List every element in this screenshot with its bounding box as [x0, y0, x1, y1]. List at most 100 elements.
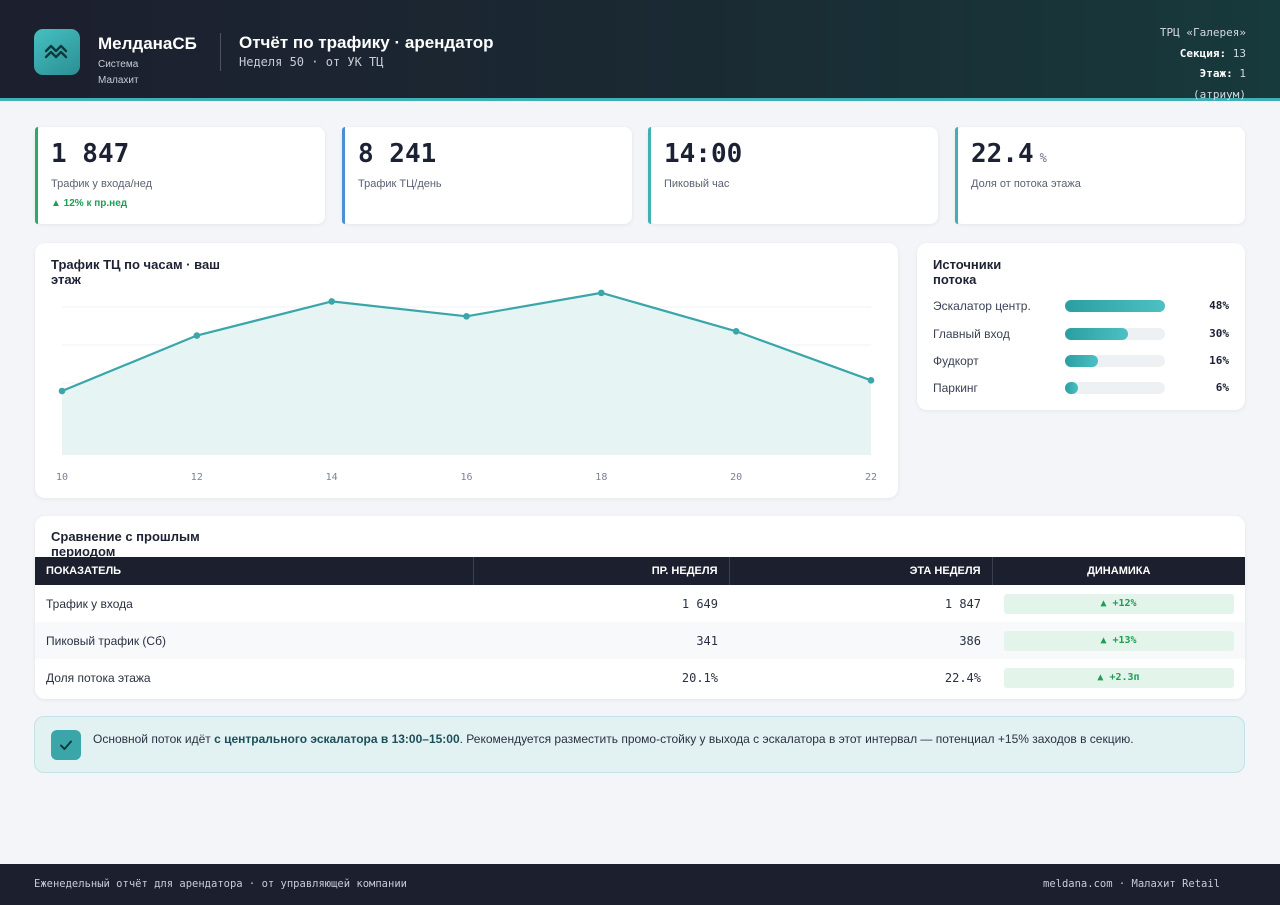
kpi-value: 22.4% — [971, 139, 1047, 169]
comparison-table: Показатель Пр. неделя Эта неделя Динамик… — [35, 557, 1245, 696]
kpi-number: 22.4 — [971, 139, 1034, 169]
section-label: Секция: — [1179, 46, 1227, 60]
source-row: Эскалатор центр. 48% — [933, 299, 1229, 313]
kpi-number: 1 847 — [51, 139, 130, 169]
hourly-traffic-chart: 10 12 14 16 18 20 22 — [56, 289, 877, 483]
recommendation-text: Основной поток идёт с центрального эскал… — [93, 732, 1134, 746]
kpi-label: Трафик ТЦ/день — [358, 178, 442, 190]
cell-this-week: 22.4% — [944, 670, 981, 685]
dynamics-badge: ▲ +12% — [1003, 593, 1234, 614]
cell-this-week: 386 — [729, 622, 992, 659]
page-title: Отчёт по трафику · арендатор — [239, 33, 494, 52]
x-tick-label: 22 — [865, 472, 877, 483]
x-tick-label: 12 — [191, 472, 203, 483]
brand-name: МелданаСБ — [98, 34, 197, 53]
data-point — [867, 377, 875, 384]
kpi-accent-bar — [648, 127, 651, 224]
series-area — [62, 292, 871, 455]
table-row: Пиковый трафик (Сб) 341 386 ▲ +13% — [35, 622, 1245, 659]
cell-prev-week: 1 649 — [681, 596, 718, 611]
x-tick-label: 14 — [326, 472, 338, 483]
kpi-number: 14:00 — [664, 139, 743, 169]
floor-note: (атриум) — [1193, 87, 1246, 101]
kpi-accent-bar — [342, 127, 345, 224]
kpi-value: 1 847 — [51, 139, 135, 169]
x-tick-label: 16 — [460, 472, 472, 483]
data-point — [463, 313, 470, 320]
dynamics-badge: ▲ +2.3п — [1003, 667, 1234, 688]
kpi-accent-bar — [955, 127, 958, 224]
brand-subtitle: Система Малахит — [98, 59, 139, 86]
header-divider — [220, 33, 221, 71]
kpi-unit: % — [1039, 151, 1047, 165]
source-percent: 16% — [1209, 354, 1229, 367]
source-label: Паркинг — [933, 381, 978, 395]
traffic-sources-panel: Источники потока Эскалатор центр. 48% Гл… — [917, 243, 1245, 410]
kpi-value: 8 241 — [358, 139, 442, 169]
floor-label: Этаж: — [1199, 67, 1233, 80]
x-tick-label: 10 — [56, 472, 68, 483]
recommendation-text-end: . Рекомендуется разместить промо-стойку … — [459, 732, 1134, 746]
source-label: Эскалатор центр. — [933, 299, 1031, 313]
source-bar-fill — [1065, 382, 1078, 394]
source-bar-track — [1065, 355, 1165, 367]
floor-value: 1 — [1239, 67, 1246, 80]
column-header-metric: Показатель — [35, 557, 473, 585]
waves-icon — [44, 44, 68, 59]
kpi-number: 8 241 — [358, 139, 437, 169]
recommendation-banner: Основной поток идёт с центрального эскал… — [34, 716, 1245, 773]
table-row: Доля потока этажа 20.1% 22.4% ▲ +2.3п — [35, 659, 1245, 696]
table-row: Трафик у входа 1 649 1 847 ▲ +12% — [35, 585, 1245, 622]
kpi-card-floor-share: 22.4% Доля от потока этажа — [955, 127, 1245, 224]
kpi-card-peak-hour: 14:00 Пиковый час — [648, 127, 938, 224]
kpi-label: Пиковый час — [664, 178, 730, 190]
footer-link: meldana.com · Малахит Retail — [1043, 878, 1221, 890]
kpi-card-mall-traffic: 8 241 Трафик ТЦ/день — [342, 127, 632, 224]
data-point — [598, 289, 605, 297]
footer: Еженедельный отчёт для арендатора · от у… — [0, 864, 1280, 905]
source-row: Главный вход 30% — [933, 327, 1229, 341]
cell-metric: Доля потока этажа — [46, 670, 151, 685]
cell-dynamics: ▲ +13% — [992, 622, 1245, 659]
x-tick-label: 18 — [595, 472, 607, 483]
comparison-title: Сравнение с прошлым периодом — [51, 529, 200, 559]
source-percent: 48% — [1209, 299, 1229, 312]
kpi-label: Трафик у входа/нед — [51, 178, 153, 190]
logo — [34, 29, 80, 75]
cell-prev-week: 341 — [473, 622, 729, 659]
data-point — [193, 332, 201, 339]
source-bar-track — [1065, 382, 1165, 394]
x-tick-label: 20 — [730, 472, 742, 483]
source-bar-fill — [1065, 300, 1165, 312]
source-row: Паркинг 6% — [933, 381, 1229, 395]
footer-note: Еженедельный отчёт для арендатора · от у… — [34, 878, 407, 890]
floor-info: Этаж: 1 — [1160, 64, 1246, 85]
mall-name: ТРЦ «Галерея» — [1159, 26, 1246, 39]
source-percent: 6% — [1215, 381, 1229, 394]
page-subtitle: Неделя 50 · от УК ТЦ — [239, 55, 384, 69]
column-header-this-week: Эта неделя — [728, 557, 992, 585]
column-header-dynamics: Динамика — [991, 557, 1245, 585]
table-header-row: Показатель Пр. неделя Эта неделя Динамик… — [35, 557, 1245, 585]
cell-metric: Пиковый трафик (Сб) — [35, 622, 473, 659]
comparison-panel: Сравнение с прошлым периодом Показатель … — [35, 516, 1245, 699]
source-percent: 30% — [1209, 327, 1229, 340]
data-point — [732, 327, 740, 335]
cell-dynamics: ▲ +12% — [992, 585, 1245, 622]
kpi-value: 14:00 — [664, 139, 748, 169]
cell-metric: Трафик у входа — [46, 596, 133, 611]
tenant-meta: ТРЦ «Галерея» Секция: 13 Этаж: 1 (атриум… — [1160, 23, 1246, 105]
source-bar-fill — [1065, 355, 1099, 367]
dynamics-badge: ▲ +13% — [1003, 630, 1234, 651]
cell-dynamics: ▲ +2.3п — [992, 659, 1245, 696]
recommendation-text-start: Основной поток идёт — [93, 732, 215, 746]
chart-title: Трафик ТЦ по часам · ваш этаж — [51, 257, 221, 287]
cell-prev-week: 20.1% — [681, 670, 718, 685]
section-value: 13 — [1232, 46, 1246, 60]
data-point — [58, 387, 66, 395]
kpi-label: Доля от потока этажа — [971, 178, 1081, 190]
source-bar-track — [1065, 300, 1165, 312]
hourly-traffic-panel: Трафик ТЦ по часам · ваш этаж 10 12 14 16 18… — [35, 243, 898, 498]
kpi-delta: ▲ 12% к пр.нед — [51, 198, 128, 209]
data-point — [328, 298, 335, 305]
